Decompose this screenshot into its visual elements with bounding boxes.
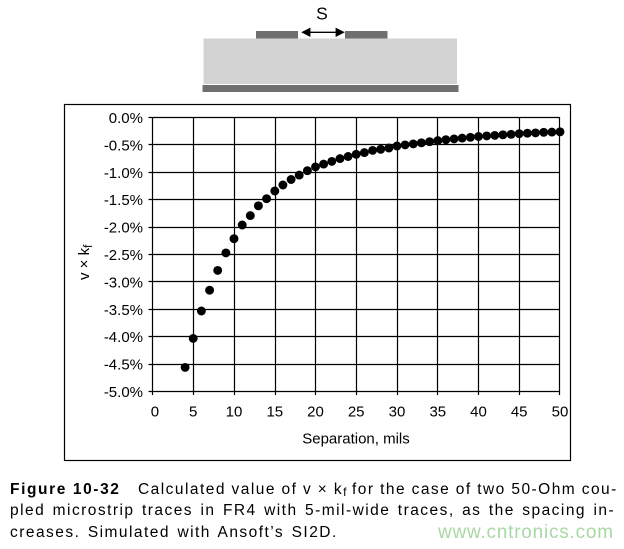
svg-text:0.0%: 0.0%	[109, 110, 143, 127]
svg-text:-4.5%: -4.5%	[104, 357, 143, 374]
svg-text:-3.0%: -3.0%	[104, 274, 143, 291]
svg-text:v × kf: v × kf	[76, 244, 95, 280]
svg-text:40: 40	[470, 404, 487, 421]
svg-text:-4.0%: -4.0%	[104, 329, 143, 346]
svg-text:5: 5	[189, 404, 197, 421]
svg-text:-0.5%: -0.5%	[104, 137, 143, 154]
svg-text:-5.0%: -5.0%	[104, 384, 143, 401]
svg-text:-3.5%: -3.5%	[104, 302, 143, 319]
svg-text:S: S	[316, 4, 328, 24]
svg-text:-2.0%: -2.0%	[104, 220, 143, 237]
svg-text:10: 10	[226, 404, 243, 421]
svg-text:-1.0%: -1.0%	[104, 165, 143, 182]
svg-text:-1.5%: -1.5%	[104, 192, 143, 209]
svg-text:20: 20	[307, 404, 324, 421]
svg-text:30: 30	[389, 404, 406, 421]
svg-text:Separation, mils: Separation, mils	[302, 430, 410, 447]
svg-text:15: 15	[266, 404, 283, 421]
svg-text:45: 45	[511, 404, 528, 421]
svg-text:-2.5%: -2.5%	[104, 247, 143, 264]
svg-text:25: 25	[348, 404, 365, 421]
svg-text:50: 50	[552, 404, 569, 421]
svg-text:35: 35	[429, 404, 446, 421]
svg-text:0: 0	[151, 404, 159, 421]
